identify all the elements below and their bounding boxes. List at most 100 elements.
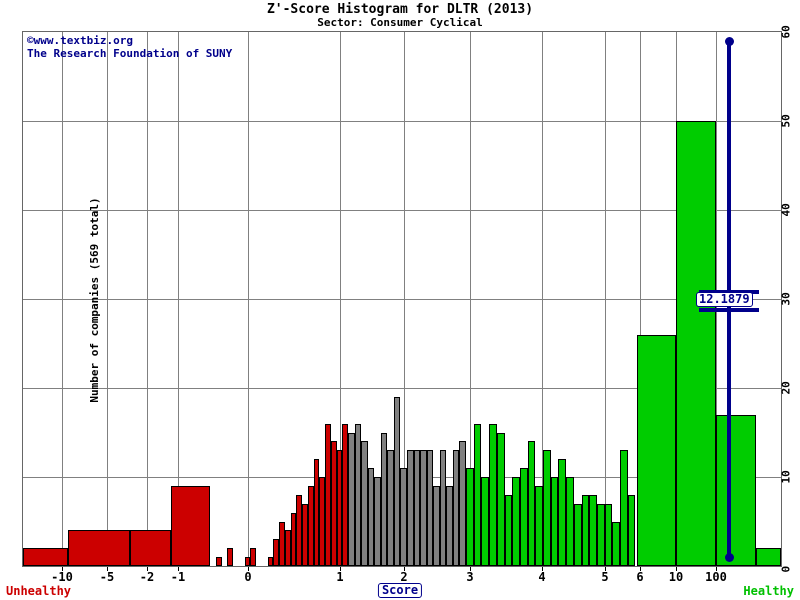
histogram-bar	[543, 450, 551, 566]
y-axis-tick-label: 0	[779, 565, 793, 573]
gridline-vertical	[340, 32, 341, 566]
histogram-bar	[407, 450, 414, 566]
gridline-vertical	[404, 32, 405, 566]
gridline-vertical	[178, 32, 179, 566]
histogram-bar	[23, 548, 68, 566]
y-axis-tick-label: 50	[779, 114, 793, 128]
histogram-bar	[582, 494, 589, 566]
plot-inner	[23, 32, 781, 566]
watermark-line2: The Research Foundation of SUNY	[27, 47, 233, 60]
marker-value-label: 12.1879	[696, 292, 753, 307]
x-axis-tick-mark	[676, 567, 677, 571]
x-axis-tick-label: -10	[51, 570, 73, 584]
zone-label-unhealthy: Unhealthy	[6, 584, 72, 598]
histogram-bar	[420, 450, 427, 566]
x-axis-tick-mark	[178, 567, 179, 571]
gridline-horizontal	[23, 388, 781, 389]
histogram-bar	[314, 459, 319, 566]
gridline-vertical	[248, 32, 249, 566]
histogram-bar	[551, 477, 558, 566]
histogram-bar	[716, 414, 756, 566]
histogram-bar	[387, 450, 394, 566]
marker-dot-bottom	[724, 553, 734, 563]
histogram-bar	[453, 450, 459, 566]
gridline-horizontal	[23, 210, 781, 211]
x-axis-tick-label: 1	[336, 570, 344, 584]
x-axis-tick-mark	[605, 567, 606, 571]
y-axis-tick-label: 20	[779, 381, 793, 395]
x-axis-tick-mark	[107, 567, 108, 571]
histogram-bar	[285, 530, 291, 566]
histogram-bar	[628, 494, 635, 566]
histogram-bar	[528, 441, 535, 566]
y-axis-label: Number of companies (569 total)	[88, 197, 102, 403]
x-axis-tick-label: 0	[244, 570, 252, 584]
histogram-bar	[216, 557, 222, 566]
x-axis-tick-label: 2	[400, 570, 408, 584]
histogram-bar	[566, 477, 574, 566]
histogram-bar	[308, 485, 314, 566]
x-axis-tick-label: -5	[99, 570, 115, 584]
x-axis-tick-label: 6	[636, 570, 644, 584]
histogram-bar	[355, 423, 361, 566]
y-axis-tick-label: 30	[779, 292, 793, 306]
chart-subtitle: Sector: Consumer Cyclical	[317, 16, 483, 29]
histogram-bar	[245, 557, 250, 566]
histogram-bar	[520, 468, 528, 566]
histogram-bar	[433, 485, 440, 566]
histogram-bar	[637, 334, 676, 566]
histogram-bar	[130, 530, 171, 566]
histogram-bar	[620, 450, 628, 566]
x-axis-label: Score	[377, 583, 423, 598]
x-axis-tick-mark	[340, 567, 341, 571]
histogram-bar	[612, 521, 620, 566]
x-axis-tick-mark	[248, 567, 249, 571]
histogram-bar	[440, 450, 446, 566]
histogram-bar	[381, 432, 387, 566]
x-axis-tick-mark	[404, 567, 405, 571]
gridline-vertical	[542, 32, 543, 566]
histogram-bar	[489, 423, 497, 566]
histogram-bar	[481, 477, 489, 566]
histogram-bar	[291, 512, 296, 566]
plot-area: ©www.textbiz.org The Research Foundation…	[22, 31, 782, 567]
x-axis-tick-label: -2	[139, 570, 155, 584]
zone-label-healthy: Healthy	[743, 584, 794, 598]
histogram-bar	[337, 450, 342, 566]
x-axis-tick-label: 3	[466, 570, 474, 584]
histogram-bar	[342, 423, 348, 566]
gridline-vertical	[62, 32, 63, 566]
gridline-vertical	[605, 32, 606, 566]
histogram-bar	[605, 503, 612, 566]
gridline-vertical	[640, 32, 641, 566]
histogram-bar	[273, 539, 279, 566]
histogram-bar	[535, 485, 543, 566]
histogram-bar	[250, 548, 256, 566]
watermark: ©www.textbiz.org The Research Foundation…	[27, 34, 232, 60]
x-axis-tick-label: 100	[705, 570, 727, 584]
x-axis-tick-label: 5	[601, 570, 609, 584]
histogram-bar	[446, 485, 453, 566]
y-axis-tick-label: 10	[779, 470, 793, 484]
x-axis-tick-mark	[470, 567, 471, 571]
histogram-bar	[574, 503, 582, 566]
histogram-bar	[459, 441, 466, 566]
x-axis-tick-mark	[716, 567, 717, 571]
histogram-bar	[427, 450, 433, 566]
histogram-bar	[227, 548, 233, 566]
histogram-bar	[474, 423, 481, 566]
histogram-bar	[558, 459, 566, 566]
histogram-bar	[296, 494, 302, 566]
x-axis-tick-mark	[640, 567, 641, 571]
y-axis-tick-label: 40	[779, 203, 793, 217]
histogram-bar	[466, 468, 474, 566]
histogram-bar	[676, 121, 716, 566]
histogram-bar	[279, 521, 285, 566]
histogram-bar	[368, 468, 374, 566]
marker-cap-lower	[699, 307, 759, 312]
y-axis-tick-label: 60	[779, 25, 793, 39]
histogram-bar	[512, 477, 520, 566]
gridline-vertical	[107, 32, 108, 566]
histogram-bar	[331, 441, 337, 566]
